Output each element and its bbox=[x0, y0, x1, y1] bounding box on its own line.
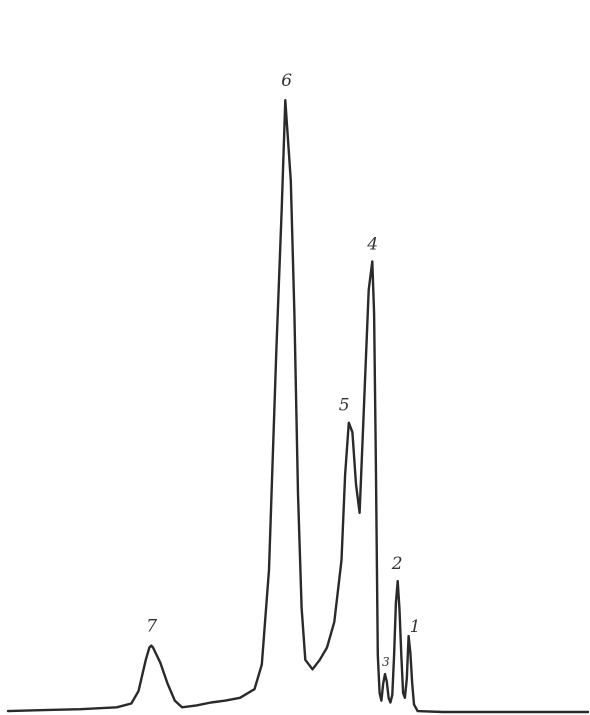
peak-label-5: 5 bbox=[339, 396, 350, 416]
peak-label-7: 7 bbox=[146, 617, 157, 637]
peak-labels: 1 2 3 4 5 6 7 bbox=[146, 71, 420, 669]
peak-label-2: 2 bbox=[391, 554, 403, 574]
peak-label-3: 3 bbox=[382, 655, 390, 669]
peak-label-1: 1 bbox=[410, 617, 421, 637]
peak-label-6: 6 bbox=[281, 71, 292, 91]
chromatogram-trace bbox=[6, 99, 590, 714]
peak-label-4: 4 bbox=[366, 234, 378, 254]
